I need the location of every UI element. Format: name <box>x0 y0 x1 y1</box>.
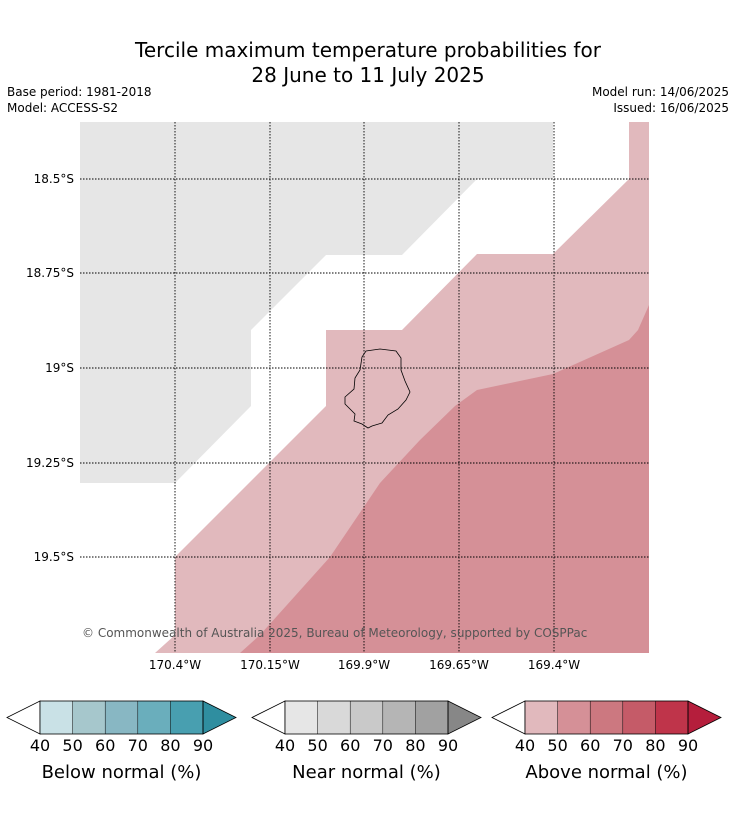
colorbar-near-label: Near normal (%) <box>292 762 441 783</box>
colorbar-above-normal <box>491 700 722 735</box>
colorbar-bin <box>557 701 591 734</box>
colorbar-above-label: Above normal (%) <box>525 762 688 783</box>
colorbar-bin <box>382 701 416 734</box>
meta-right: Model run: 14/06/2025 Issued: 16/06/2025 <box>592 84 729 116</box>
lon-label: 170.15°W <box>240 658 300 672</box>
base-period: Base period: 1981-2018 <box>7 85 152 99</box>
tick-label: 50 <box>62 736 83 755</box>
lat-label: 18.75°S <box>26 266 74 280</box>
title-line-2: 28 June to 11 July 2025 <box>251 63 485 87</box>
region-above-normal-50 <box>240 305 649 653</box>
colorbar-bin <box>590 701 623 734</box>
colorbar-outline <box>39 700 204 735</box>
tick-label: 50 <box>307 736 328 755</box>
gridlines <box>80 122 649 653</box>
tick-label: 40 <box>514 736 536 755</box>
colorbar-bin <box>72 701 106 734</box>
lat-label: 19°S <box>45 361 74 375</box>
region-near-normal <box>80 122 553 483</box>
map-area <box>80 122 649 653</box>
colorbar-low-extend <box>6 700 41 735</box>
colorbar-bin <box>285 701 318 734</box>
colorbar-high-extend <box>202 700 237 735</box>
tick-label: 60 <box>340 736 361 755</box>
tick-label: 40 <box>274 736 296 755</box>
tick-label: 90 <box>192 736 214 755</box>
tick-label: 60 <box>580 736 601 755</box>
colorbar-bin <box>655 701 688 734</box>
tick-label: 90 <box>677 736 699 755</box>
meta-left: Base period: 1981-2018 Model: ACCESS-S2 <box>7 84 152 116</box>
issued-date: Issued: 16/06/2025 <box>613 101 729 115</box>
tick-label: 70 <box>372 736 393 755</box>
colorbar-bin <box>350 701 383 734</box>
colorbar-bin <box>622 701 656 734</box>
lon-label: 170.4°W <box>149 658 201 672</box>
lat-label: 19.5°S <box>34 550 74 564</box>
tick-label: 70 <box>612 736 633 755</box>
colorbar-low-extend <box>251 700 286 735</box>
lat-label: 19.25°S <box>26 456 74 470</box>
model-name: Model: ACCESS-S2 <box>7 101 119 115</box>
tick-label: 80 <box>405 736 426 755</box>
colorbar-outline <box>524 700 689 735</box>
colorbar-near-normal <box>251 700 482 735</box>
copyright-text: © Commonwealth of Australia 2025, Bureau… <box>82 626 587 640</box>
lat-label: 18.5°S <box>34 172 74 186</box>
colorbar-outline <box>284 700 449 735</box>
colorbar-bin <box>105 701 138 734</box>
colorbar-bin <box>170 701 203 734</box>
lon-label: 169.9°W <box>338 658 390 672</box>
island-outline <box>344 348 411 429</box>
tick-label: 90 <box>437 736 459 755</box>
colorbar-high-extend <box>447 700 482 735</box>
colorbar-bin <box>525 701 558 734</box>
chart-title: Tercile maximum temperature probabilitie… <box>0 38 736 88</box>
colorbar-below-normal <box>6 700 237 735</box>
colorbar-bin <box>415 701 448 734</box>
colorbar-bin <box>317 701 351 734</box>
lon-label: 169.65°W <box>429 658 489 672</box>
colorbar-bin <box>40 701 73 734</box>
colorbar-low-extend <box>491 700 526 735</box>
tick-label: 70 <box>127 736 148 755</box>
title-line-1: Tercile maximum temperature probabilitie… <box>135 38 601 62</box>
model-run: Model run: 14/06/2025 <box>591 85 729 99</box>
tick-label: 60 <box>95 736 116 755</box>
lon-label: 169.4°W <box>528 658 580 672</box>
tick-label: 80 <box>160 736 181 755</box>
colorbar-high-extend <box>687 700 722 735</box>
tick-label: 80 <box>645 736 666 755</box>
colorbar-bin <box>137 701 171 734</box>
colorbar-below-label: Below normal (%) <box>41 762 202 783</box>
tick-label: 50 <box>547 736 568 755</box>
tick-label: 40 <box>29 736 51 755</box>
